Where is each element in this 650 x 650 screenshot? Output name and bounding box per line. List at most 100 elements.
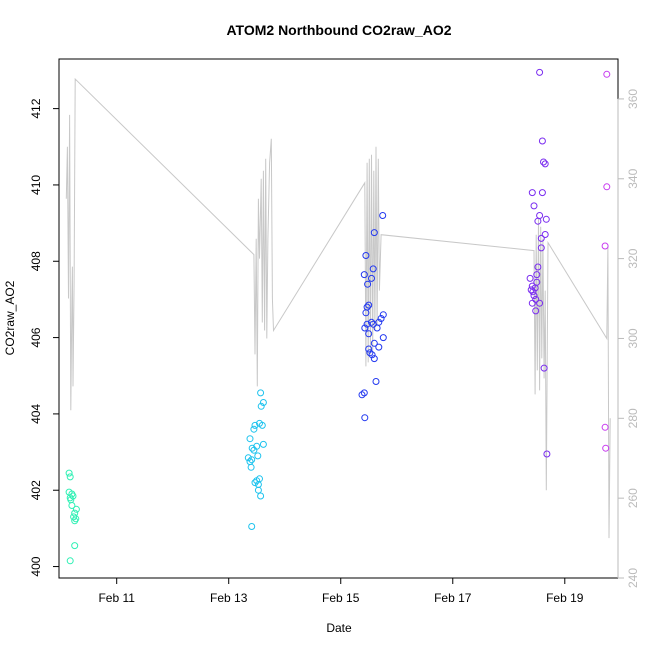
y-tick-label: 410 [29, 175, 43, 195]
data-point [543, 450, 551, 458]
x-tick-label: Feb 13 [210, 591, 248, 605]
y-tick-label: 400 [29, 556, 43, 576]
data-point [538, 189, 546, 197]
data-point [379, 334, 387, 342]
x-tick-label: Feb 17 [434, 591, 472, 605]
data-point [537, 244, 545, 252]
data-point [526, 274, 534, 282]
y-tick-label: 408 [29, 251, 43, 271]
y2-tick-label: 320 [626, 248, 640, 268]
data-point [70, 513, 78, 521]
data-point [361, 324, 369, 332]
data-point [66, 473, 74, 481]
data-point [257, 389, 265, 397]
secondary-series-line [65, 77, 611, 539]
data-point [370, 339, 378, 347]
y-tick-label: 402 [29, 480, 43, 500]
data-point [71, 542, 79, 550]
data-point [253, 477, 261, 485]
chart-title: ATOM2 Northbound CO2raw_AO2 [226, 22, 451, 38]
data-point [534, 217, 542, 225]
data-point [541, 160, 549, 168]
data-point [362, 309, 370, 317]
data-point [258, 421, 266, 429]
data-point [257, 492, 265, 500]
y2-tick-label: 240 [626, 568, 640, 588]
data-point [527, 286, 535, 294]
data-point [372, 378, 380, 385]
y2-tick-label: 360 [626, 89, 640, 109]
x-tick-label: Feb 19 [546, 591, 584, 605]
data-point [368, 318, 375, 326]
data-point [601, 242, 609, 250]
data-point [248, 444, 256, 452]
y-tick-label: 404 [29, 404, 43, 424]
data-point [603, 70, 611, 78]
data-point [540, 158, 547, 166]
data-point [66, 557, 74, 565]
data-point [532, 307, 540, 315]
data-point [360, 389, 368, 397]
data-point [533, 271, 541, 279]
y-tick-label: 406 [29, 327, 43, 347]
data-point [528, 299, 536, 307]
data-point [601, 423, 609, 431]
data-point [251, 479, 259, 487]
data-point [365, 330, 373, 338]
data-point [248, 456, 256, 464]
data-point [542, 215, 550, 223]
data-point [360, 271, 368, 279]
data-point [528, 189, 536, 197]
data-point [65, 469, 73, 477]
data-point [368, 351, 376, 359]
data-point [541, 231, 549, 238]
data-point [530, 292, 538, 300]
data-point [370, 355, 378, 363]
data-point [358, 391, 366, 399]
y-axis-label: CO2raw_AO2 [3, 280, 17, 355]
data-point [247, 463, 255, 471]
data-point [72, 505, 80, 513]
data-point [365, 301, 373, 309]
data-point [364, 280, 372, 288]
data-point [362, 252, 370, 259]
axes: Feb 11 Feb 13 Feb 15 Feb 17 Feb 19 400 402 404 4… [29, 58, 640, 605]
data-point [368, 274, 375, 282]
data-point [536, 68, 544, 76]
scatter-points [65, 68, 611, 565]
data-point [377, 315, 385, 322]
data-point [370, 229, 378, 237]
data-point [259, 399, 267, 406]
data-point [365, 345, 373, 353]
y2-tick-label: 260 [626, 488, 640, 508]
data-point [254, 452, 262, 460]
data-point [69, 492, 77, 500]
data-point [534, 263, 542, 271]
x-axis-label: Date [326, 621, 352, 635]
data-point [536, 299, 544, 307]
data-point [363, 320, 371, 328]
data-point [71, 517, 79, 525]
data-point [538, 137, 546, 145]
data-point [251, 421, 259, 429]
data-point [250, 446, 258, 454]
x-tick-label: Feb 15 [322, 591, 360, 605]
data-point [529, 288, 537, 296]
data-point [379, 212, 387, 219]
data-point [373, 324, 381, 332]
data-point [375, 343, 383, 351]
data-point [540, 364, 548, 372]
secondary-line [65, 77, 611, 539]
data-point [530, 202, 538, 210]
y2-tick-label: 300 [626, 328, 640, 348]
data-point [361, 414, 369, 422]
data-point [259, 440, 267, 448]
data-point [244, 454, 252, 462]
x-tick-label: Feb 11 [98, 591, 135, 605]
data-point [537, 234, 545, 242]
data-point [366, 349, 374, 357]
data-point [68, 502, 76, 509]
data-point [379, 311, 387, 319]
